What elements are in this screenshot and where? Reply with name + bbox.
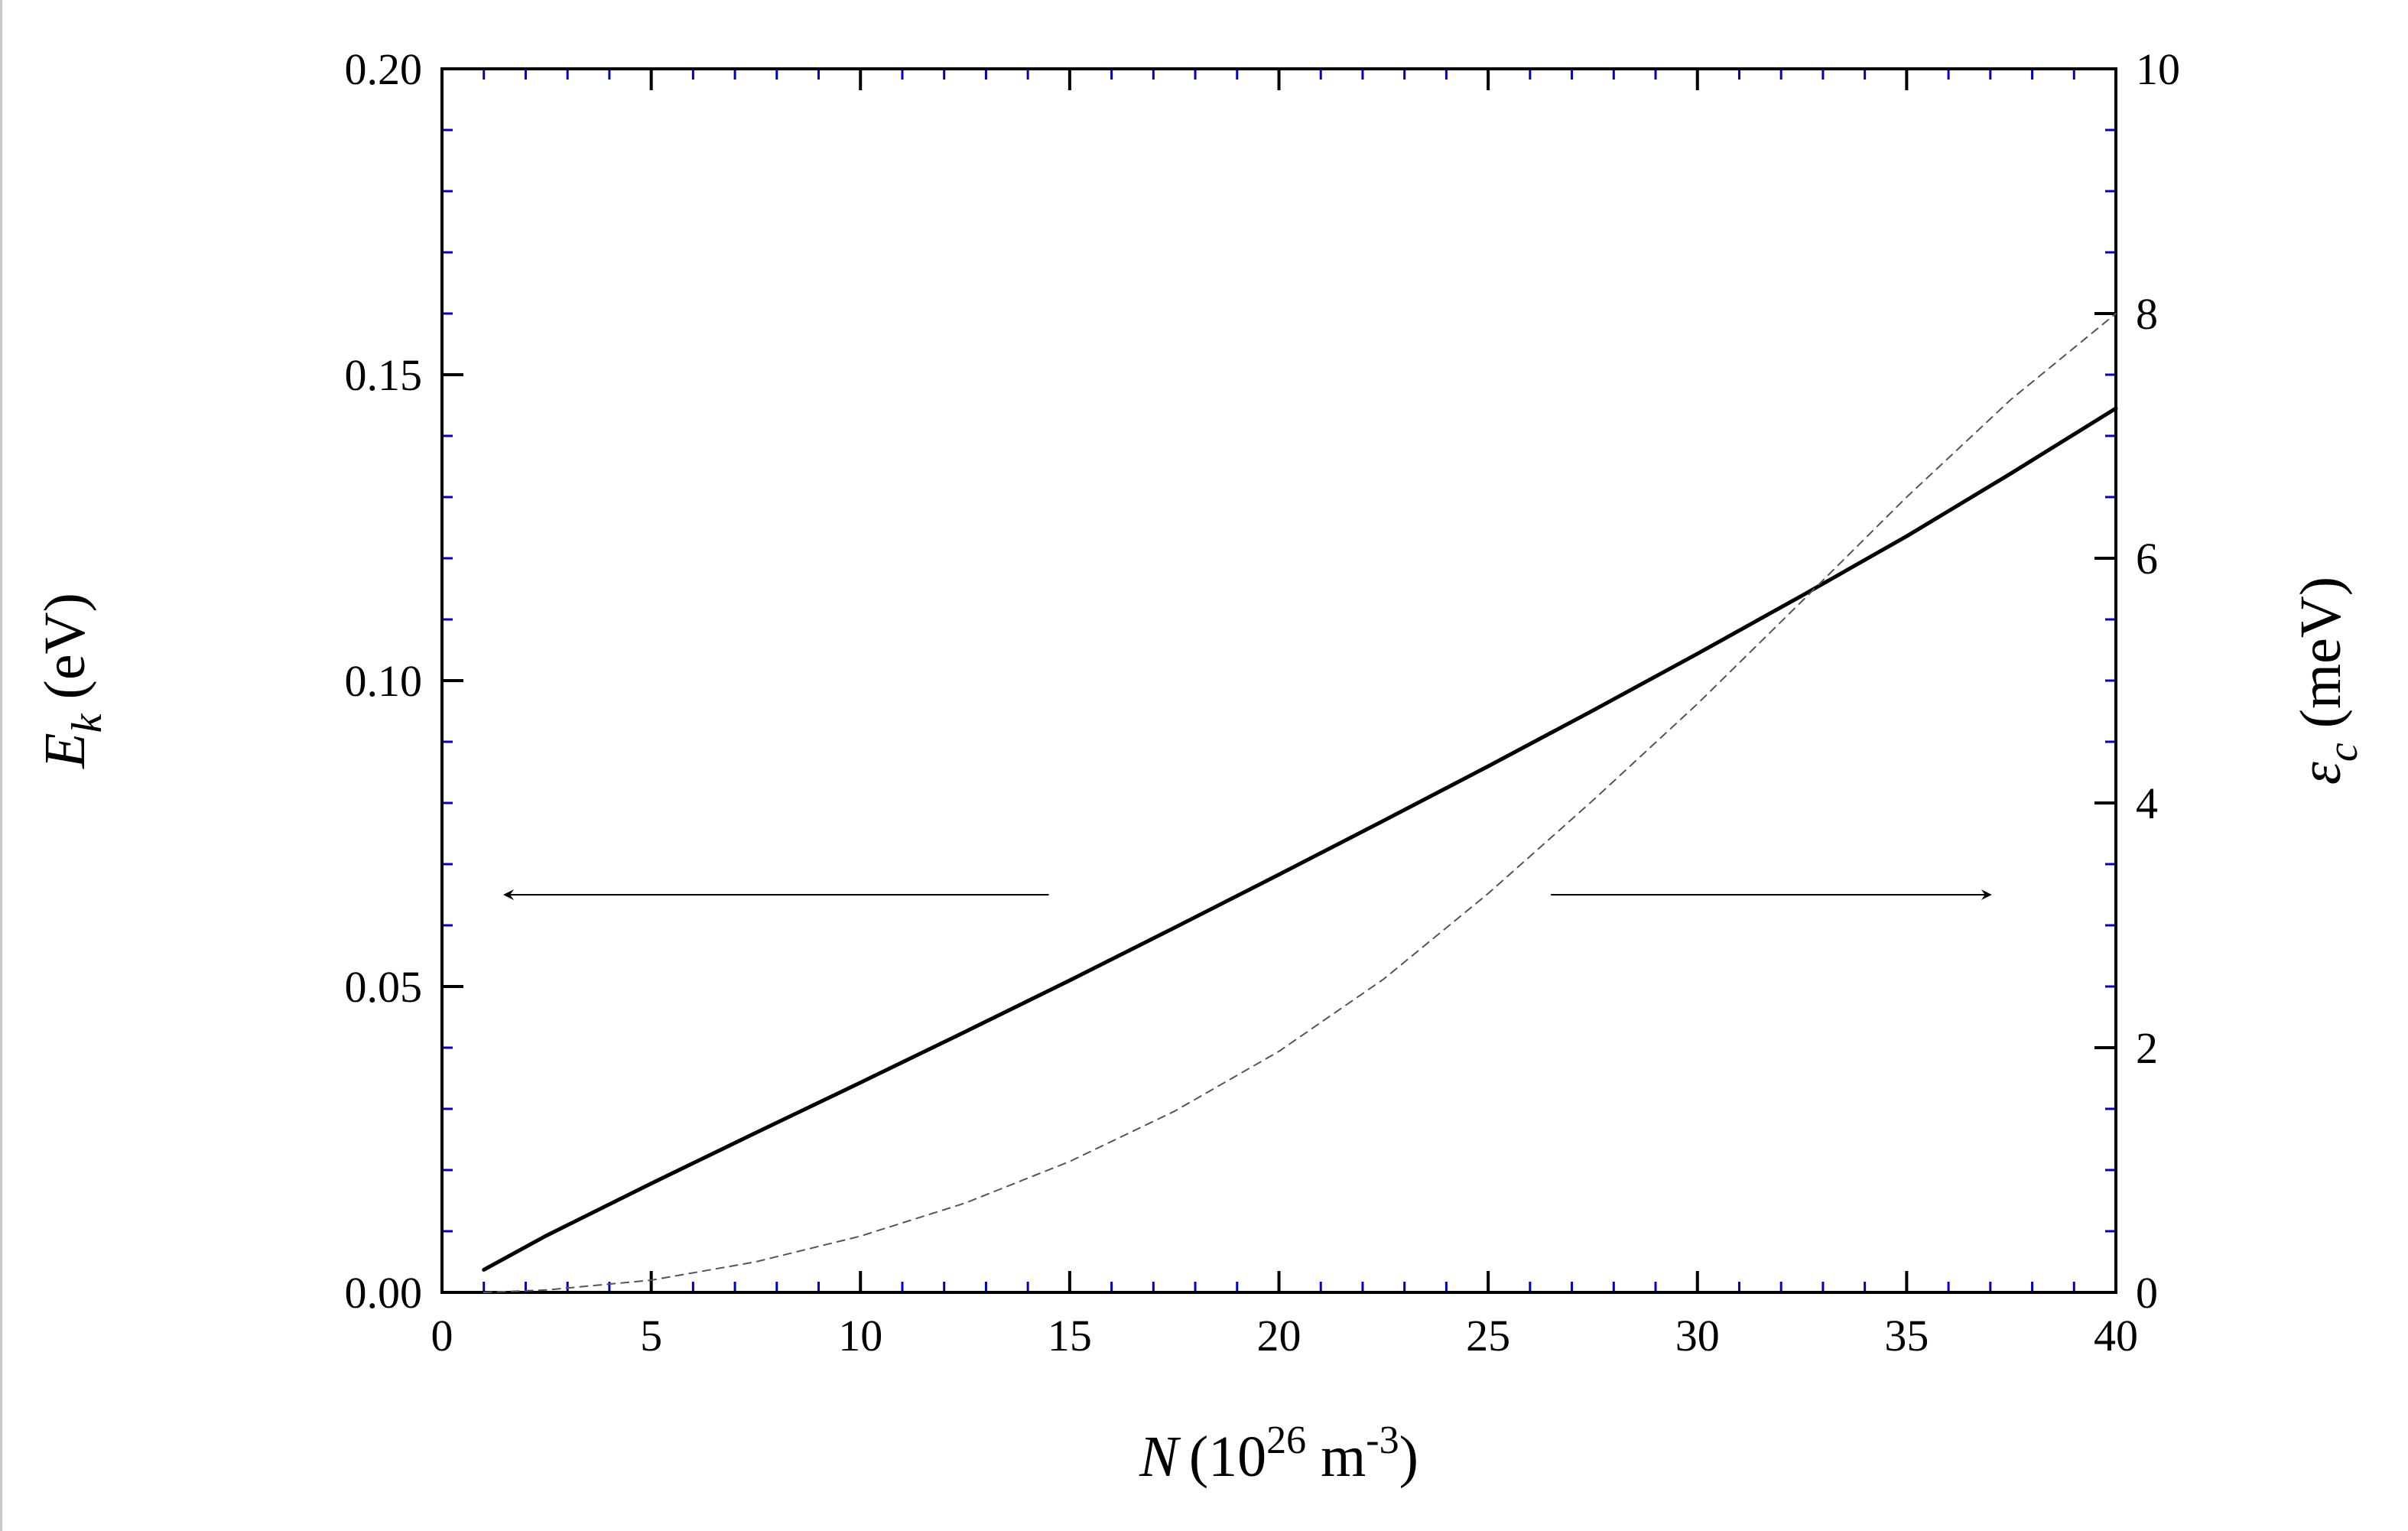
right-y-tick-label: 2 bbox=[2136, 1023, 2158, 1073]
right-y-axis-var: ε bbox=[2289, 762, 2353, 785]
series-layer bbox=[482, 313, 2118, 1293]
right-y-tick-label: 0 bbox=[2136, 1268, 2158, 1318]
x-tick-label: 40 bbox=[2094, 1311, 2138, 1360]
major-ticks bbox=[440, 67, 2117, 1294]
right-y-tick-label: 10 bbox=[2136, 44, 2180, 94]
x-axis-title: N (1026 m-3) bbox=[1139, 1419, 1418, 1489]
x-tick-labels: 0 5 10 15 20 25 30 35 40 bbox=[431, 1311, 2139, 1360]
window-edge bbox=[0, 0, 2, 1531]
x-axis-var: N bbox=[1139, 1425, 1181, 1489]
right-y-tick-label: 8 bbox=[2136, 289, 2158, 339]
plot-frame bbox=[440, 67, 2117, 1294]
minor-ticks bbox=[442, 69, 2116, 1292]
x-tick-label: 10 bbox=[838, 1311, 882, 1360]
left-y-axis-title: Ek (eV) bbox=[33, 593, 111, 769]
x-tick-label: 25 bbox=[1466, 1311, 1510, 1360]
x-tick-label: 15 bbox=[1048, 1311, 1092, 1360]
x-tick-label: 5 bbox=[640, 1311, 662, 1360]
x-tick-label: 0 bbox=[431, 1311, 453, 1360]
series-line-right-axis bbox=[483, 313, 2117, 1293]
x-axis-unit-prefix: (10 bbox=[1189, 1425, 1266, 1489]
left-y-tick-label: 0.10 bbox=[345, 656, 423, 706]
x-axis-unit-exp2: -3 bbox=[1366, 1419, 1399, 1462]
left-y-tick-label: 0.20 bbox=[345, 44, 423, 94]
right-y-axis-title: εc (meV) bbox=[2289, 577, 2367, 785]
left-y-axis-unit: (eV) bbox=[33, 593, 97, 713]
left-y-tick-labels: 0.00 0.05 0.10 0.15 0.20 bbox=[345, 44, 423, 1318]
x-axis-unit-suffix: ) bbox=[1399, 1425, 1418, 1489]
left-y-tick-label: 0.15 bbox=[345, 350, 423, 400]
right-y-axis-sub: c bbox=[2319, 743, 2367, 762]
x-tick-label: 20 bbox=[1257, 1311, 1301, 1360]
left-y-tick-label: 0.05 bbox=[345, 962, 423, 1012]
right-y-tick-label: 6 bbox=[2136, 534, 2158, 583]
right-y-tick-labels: 0 2 4 6 8 10 bbox=[2136, 44, 2180, 1318]
left-y-axis-var: E bbox=[33, 733, 97, 769]
left-y-axis-sub: k bbox=[63, 713, 111, 733]
left-y-tick-label: 0.00 bbox=[345, 1268, 423, 1318]
x-tick-label: 35 bbox=[1884, 1311, 1929, 1360]
right-y-tick-label: 4 bbox=[2136, 779, 2158, 828]
x-axis-unit-exp: 26 bbox=[1266, 1419, 1306, 1462]
right-y-axis-unit: (meV) bbox=[2289, 577, 2353, 743]
x-tick-label: 30 bbox=[1675, 1311, 1720, 1360]
series-line-left-axis bbox=[482, 406, 2118, 1272]
x-axis-unit-mid: m bbox=[1306, 1425, 1366, 1489]
